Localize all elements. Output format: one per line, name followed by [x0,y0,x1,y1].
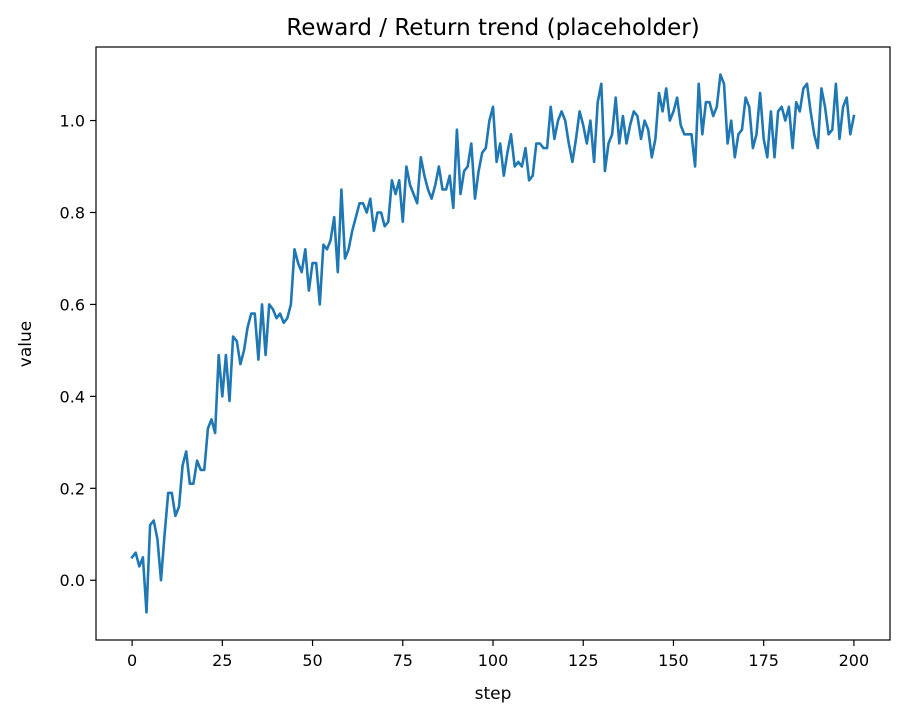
x-tick-label: 75 [393,651,413,670]
x-tick-label: 125 [568,651,599,670]
y-tick-label: 0.2 [60,479,85,498]
y-axis-label: value [16,321,36,367]
x-tick-label: 25 [212,651,232,670]
x-axis-label: step [475,684,512,704]
chart-title: Reward / Return trend (placeholder) [286,15,699,41]
y-tick-label: 0.6 [60,295,85,314]
y-axis-ticks: 0.0 0.2 0.4 0.6 0.8 1.0 [60,112,96,590]
x-tick-label: 150 [658,651,689,670]
x-tick-label: 200 [839,651,870,670]
series-line [130,73,856,614]
x-tick-label: 50 [302,651,322,670]
x-tick-label: 100 [478,651,509,670]
y-tick-label: 0.8 [60,203,85,222]
y-tick-label: 0.4 [60,387,85,406]
y-tick-label: 0.0 [60,571,85,590]
x-tick-label: 175 [748,651,779,670]
x-axis-ticks: 0 25 50 75 100 125 150 175 200 [127,640,869,670]
plot-area-frame [95,46,891,641]
x-tick-label: 0 [127,651,137,670]
y-tick-label: 1.0 [60,112,85,131]
